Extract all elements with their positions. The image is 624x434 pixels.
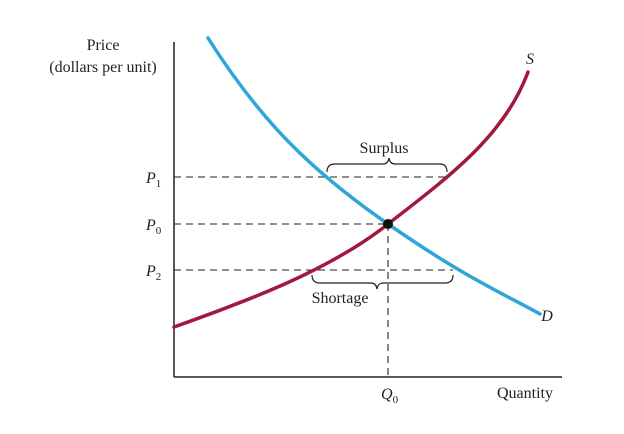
q0-tick-label: Q0 bbox=[381, 386, 399, 406]
y-axis-label-line1: Price bbox=[87, 37, 120, 54]
surplus-label: Surplus bbox=[360, 140, 409, 157]
demand-curve bbox=[206, 36, 542, 316]
supply-label: S bbox=[526, 51, 534, 68]
x-axis-label: Quantity bbox=[497, 385, 553, 402]
p2-tick-label: P2 bbox=[145, 263, 161, 283]
p1-tick-label: P1 bbox=[145, 170, 161, 190]
shortage-label: Shortage bbox=[312, 290, 369, 307]
surplus-brace bbox=[326, 157, 448, 173]
supply-curve bbox=[172, 70, 530, 329]
y-axis-label-line2: (dollars per unit) bbox=[49, 59, 157, 76]
p0-tick-label: P0 bbox=[145, 217, 162, 237]
demand-label: D bbox=[540, 308, 553, 325]
shortage-brace bbox=[311, 274, 454, 290]
equilibrium-point bbox=[383, 219, 393, 229]
